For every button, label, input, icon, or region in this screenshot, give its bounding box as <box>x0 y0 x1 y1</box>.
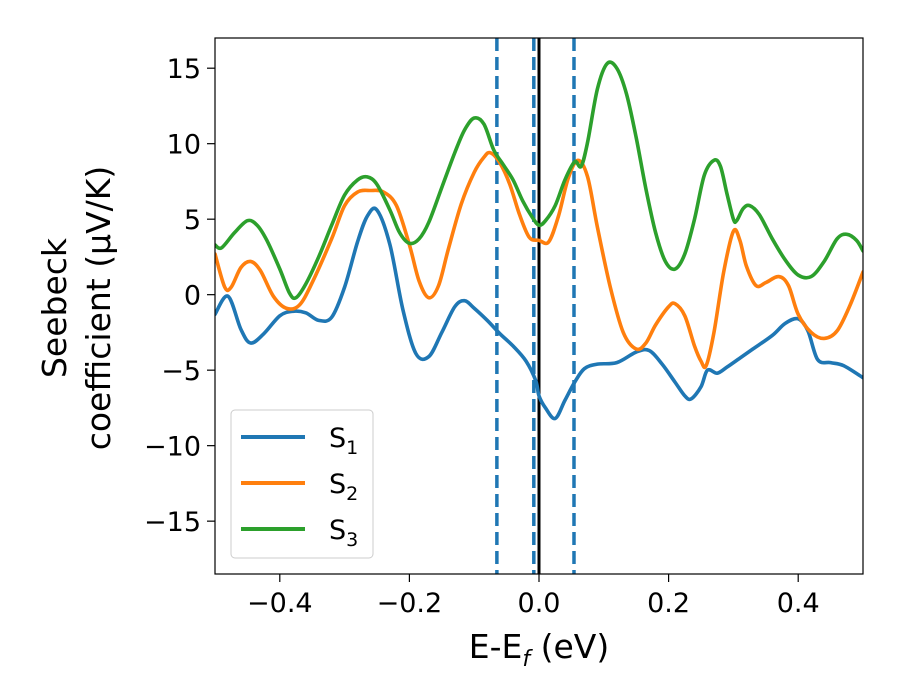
y-axis-label: Seebeck coefficient (μV/K) <box>35 166 118 451</box>
x-axis: −0.4 −0.2 0.0 0.2 0.4 <box>247 574 820 619</box>
y-tick-label: 5 <box>184 205 201 236</box>
legend-label-s2: S2 <box>329 469 358 505</box>
legend: S1 S2 S3 <box>230 409 374 559</box>
series-line-s2 <box>215 150 863 370</box>
series-line-s1 <box>215 206 863 421</box>
series-lines <box>215 60 863 421</box>
x-tick-label: 0.2 <box>647 588 690 619</box>
x-tick-label: −0.2 <box>377 588 443 619</box>
legend-label-s1: S1 <box>329 423 358 459</box>
y-tick-label: −10 <box>144 432 201 463</box>
y-axis-label-line-1: Seebeck <box>35 237 74 378</box>
x-tick-label: 0.0 <box>518 588 561 619</box>
series-line-s3 <box>215 60 863 301</box>
reference-lines <box>495 38 576 574</box>
y-tick-label: −5 <box>161 356 201 387</box>
y-axis-label-line-2: coefficient (μV/K) <box>79 166 118 451</box>
x-axis-label: E-Ef (eV) <box>469 627 609 672</box>
y-tick-label: 0 <box>184 281 201 312</box>
y-tick-label: 15 <box>167 54 201 85</box>
y-tick-label: −15 <box>144 507 201 538</box>
x-tick-label: 0.4 <box>777 588 820 619</box>
y-axis: −15 −10 −5 0 5 10 15 <box>144 54 215 538</box>
legend-label-s3: S3 <box>329 515 358 551</box>
y-tick-label: 10 <box>167 130 201 161</box>
x-tick-label: −0.4 <box>247 588 313 619</box>
